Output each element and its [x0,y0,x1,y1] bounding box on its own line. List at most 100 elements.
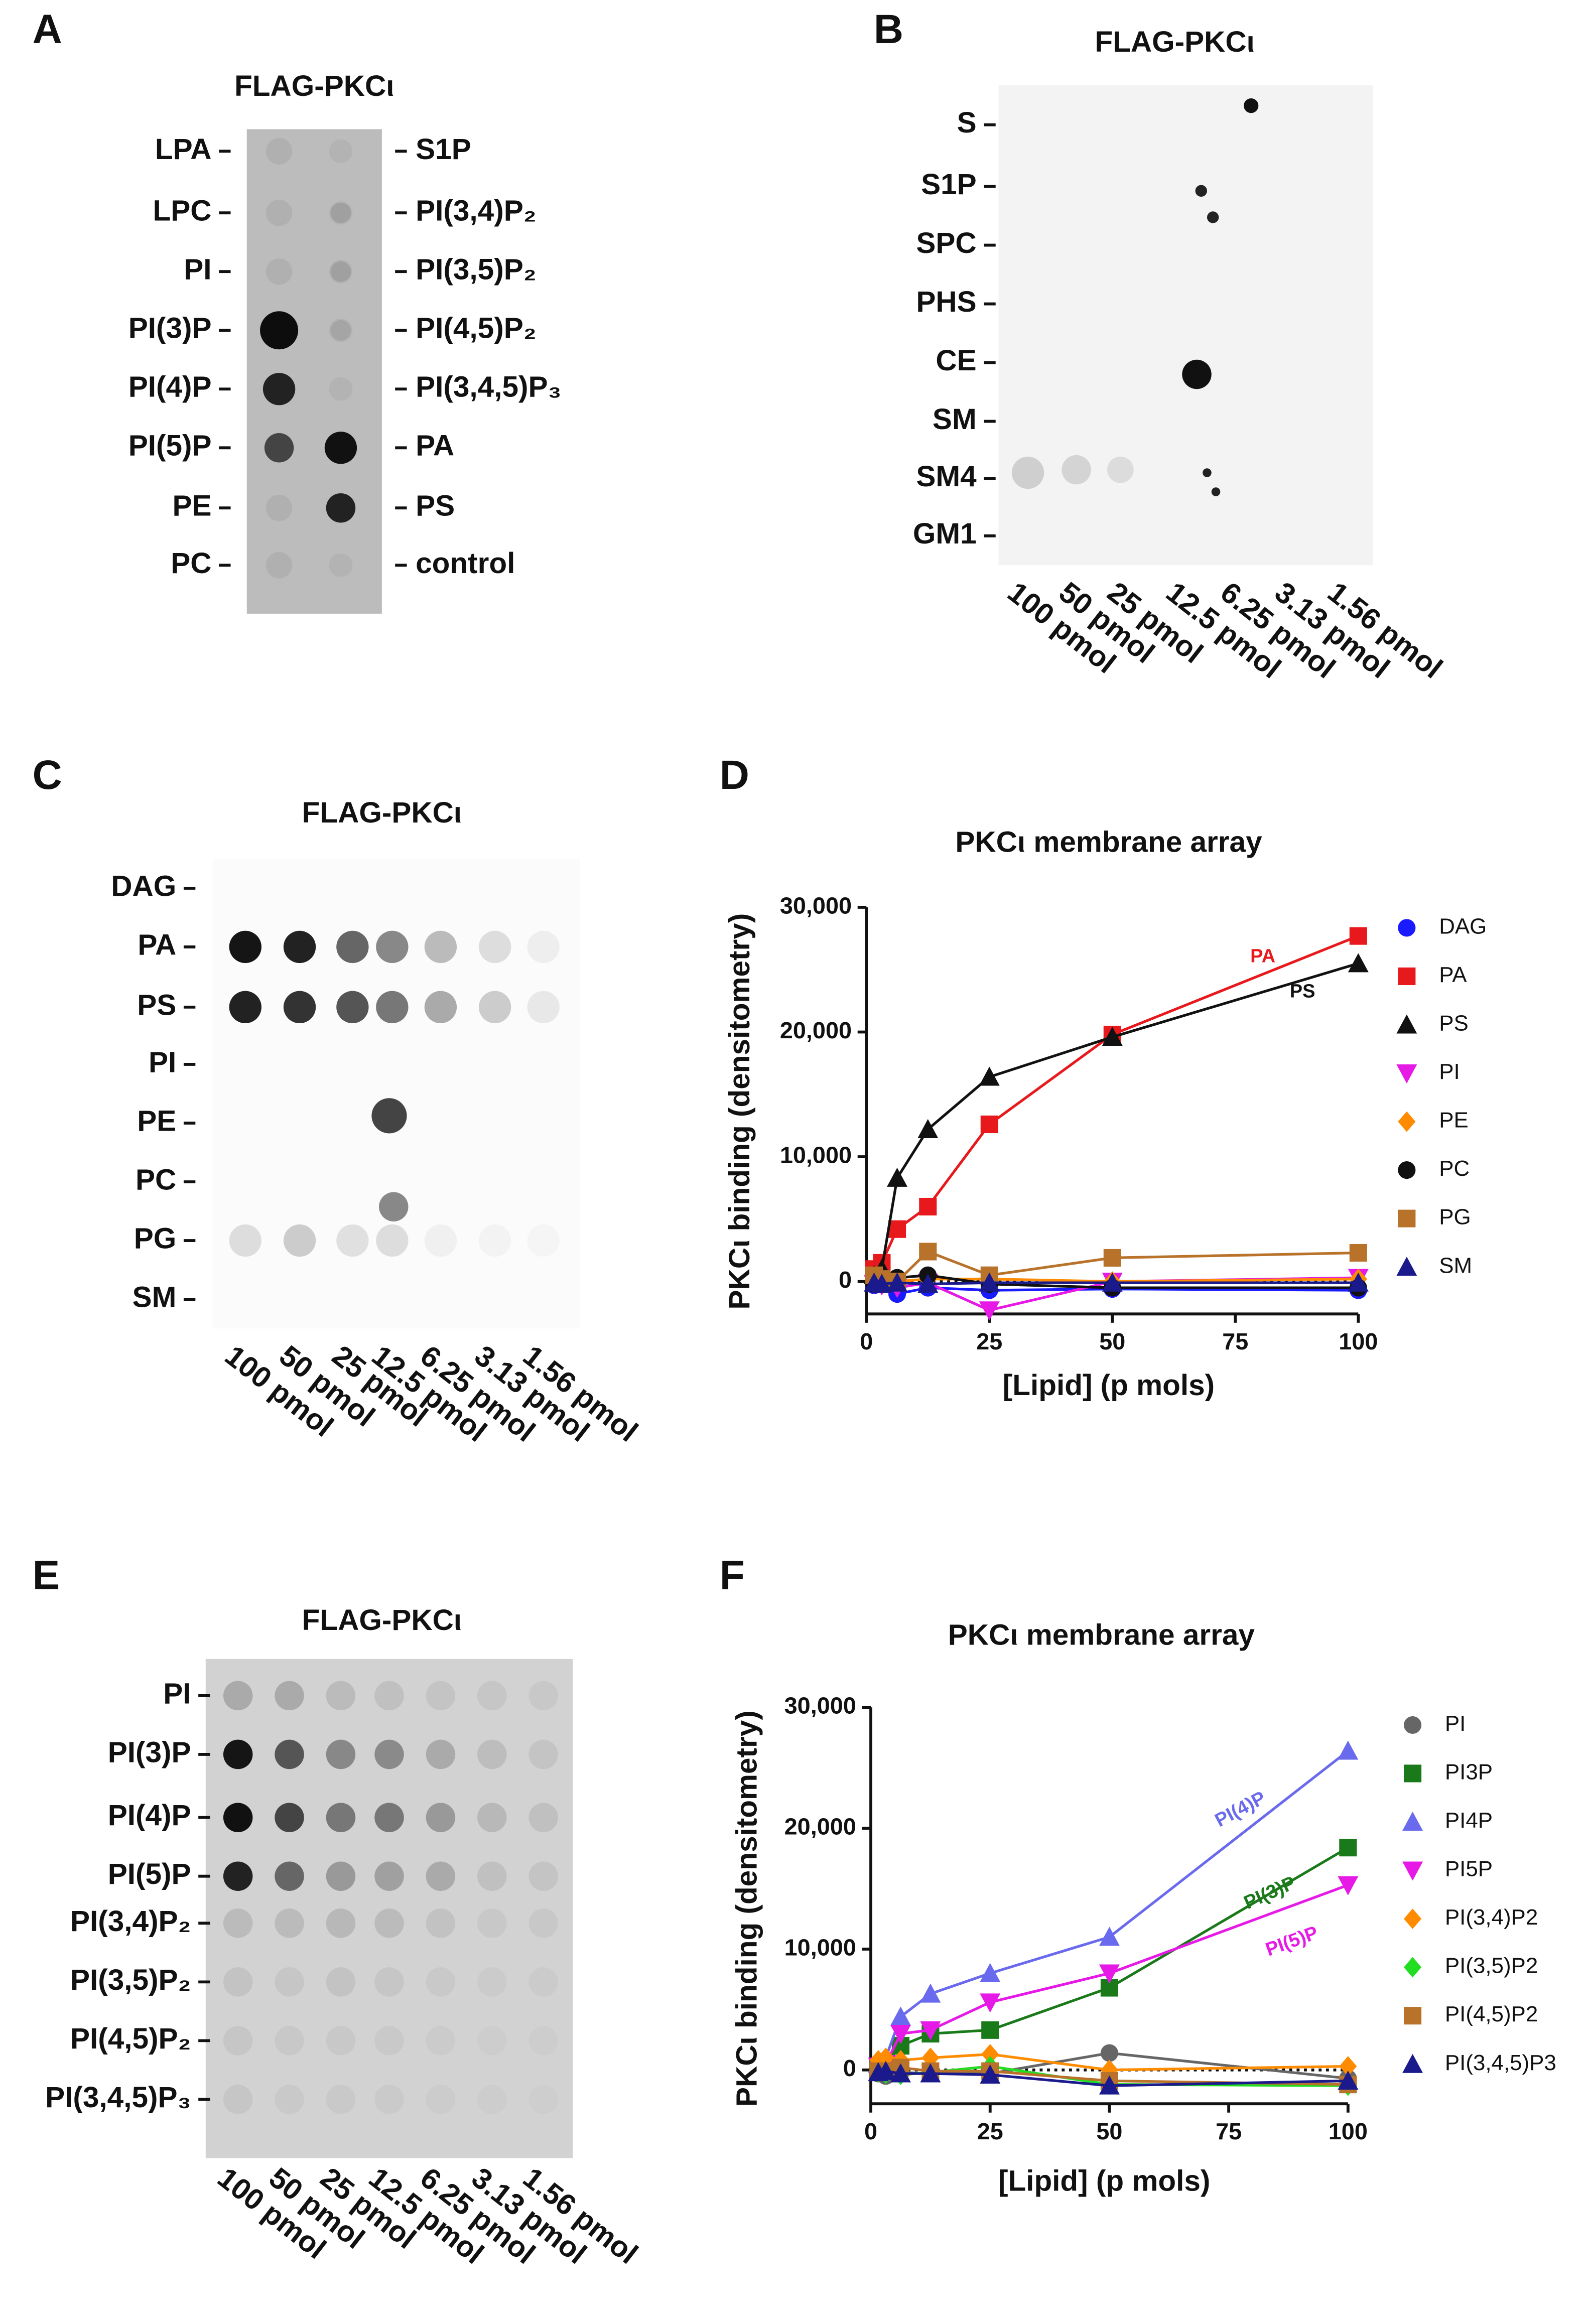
spot [223,1908,253,1938]
blot-a [246,129,382,614]
legend-label: PI [1439,1059,1460,1084]
panel-letter: A [33,7,62,52]
legend-marker [1403,1957,1422,1978]
row-label: PI(5)P [128,430,212,462]
spot [528,1967,558,1997]
marker [920,2063,941,2083]
row-label: SM4 [916,460,977,493]
marker [980,1115,998,1134]
legend-label: DAG [1439,914,1487,938]
spot [260,311,299,350]
spot [426,1681,456,1711]
marker [887,1272,908,1292]
spot [1203,468,1212,477]
spot [229,991,261,1024]
marker [920,2021,941,2040]
spot [424,1224,457,1257]
marker [979,1066,1000,1086]
marker [1099,1964,1120,1984]
spot [1211,487,1221,496]
spot [374,2026,404,2056]
row-label: PI [163,1677,191,1710]
spot [528,1861,558,1891]
row-label: PI(3)P [108,1736,191,1768]
spot [478,991,511,1024]
row-label: PI(5)P [108,1858,191,1890]
spot [329,553,353,577]
spot [528,1739,558,1769]
spot [326,1861,356,1891]
spot [283,991,316,1024]
row-label: GM1 [913,517,977,550]
marker [1348,953,1369,973]
spot [376,930,409,964]
x-tick-label: 75 [1222,1328,1248,1354]
spot [275,2026,304,2056]
x-axis-label: [Lipid] (p mols) [1003,1369,1215,1402]
legend-marker [1403,1716,1422,1734]
spot [326,493,356,523]
spot [266,552,293,579]
legend-label: PI5P [1445,1857,1493,1881]
spot [223,1861,253,1891]
marker [919,1197,937,1216]
spot [266,494,293,521]
row-label: PI(3)P [128,312,212,345]
panel-letter: F [720,1553,745,1598]
y-tick-label: 30,000 [784,1693,856,1719]
spot [1182,359,1212,389]
spot [329,139,353,163]
spot [1011,456,1044,489]
marker [980,1993,1001,2013]
spot [478,930,511,964]
row-label: PI(4)P [128,371,212,403]
spot [326,1967,356,1997]
spot [229,930,261,964]
spot [528,2085,558,2114]
spot [477,1861,507,1891]
row-label: PS [137,989,176,1021]
y-tick-label: 10,000 [784,1934,856,1960]
marker [917,1119,939,1138]
spot [426,1861,456,1891]
legend-label: SM [1439,1253,1472,1278]
row-label: PA [138,928,176,961]
x-tick-label: 50 [1096,2118,1122,2144]
legend-marker [1398,1111,1416,1132]
row-label: PI(4,5)P₂ [70,2022,191,2055]
line [873,962,1359,1277]
spot [1244,98,1259,113]
marker [1348,1272,1369,1292]
x-tick-label: 75 [1216,2118,1242,2144]
spot [527,1224,560,1257]
spot [275,1803,304,1832]
marker [1099,1927,1120,1946]
spot [326,1739,356,1769]
y-tick-label: 30,000 [780,892,852,918]
spot [477,1967,507,1997]
spot [266,199,293,226]
spot [326,1803,356,1832]
row-label: SPC [916,227,976,259]
marker [875,2061,896,2080]
legend-marker [1396,1014,1417,1034]
spot [1195,185,1207,197]
spot [283,930,316,964]
x-tick-label: 0 [860,1328,873,1354]
spot [477,1681,507,1711]
spot [266,258,293,285]
row-label: PI [149,1046,176,1078]
annotation: PI(4)P [1212,1788,1269,1832]
row-label: LPA [155,133,212,166]
row-label: PI(4)P [108,1799,191,1832]
spot [426,1803,456,1832]
spot [374,1908,404,1938]
row-label: SM [133,1281,177,1313]
marker [871,1274,892,1293]
x-axis-label: [Lipid] (p mols) [998,2165,1210,2198]
row-label: PI(3,4,5)P₃ [416,371,561,403]
spot [223,1739,253,1769]
spot [477,1739,507,1769]
spot [376,991,409,1024]
